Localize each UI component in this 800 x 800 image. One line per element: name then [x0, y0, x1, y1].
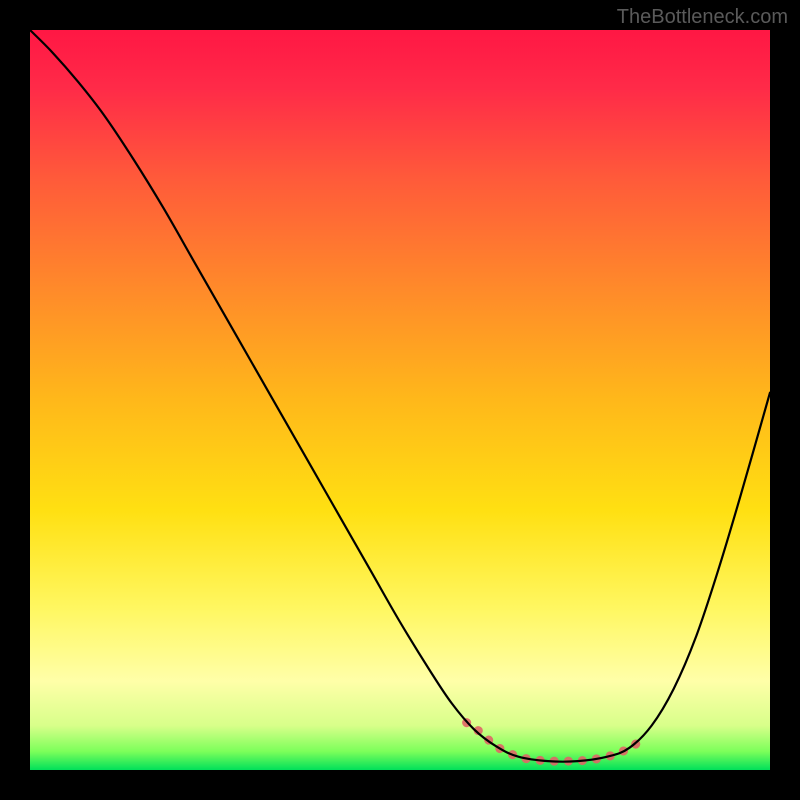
watermark-text: TheBottleneck.com: [617, 6, 788, 29]
bottleneck-curve-chart: [30, 30, 770, 770]
chart-container: [30, 30, 770, 770]
chart-background: [30, 30, 770, 770]
